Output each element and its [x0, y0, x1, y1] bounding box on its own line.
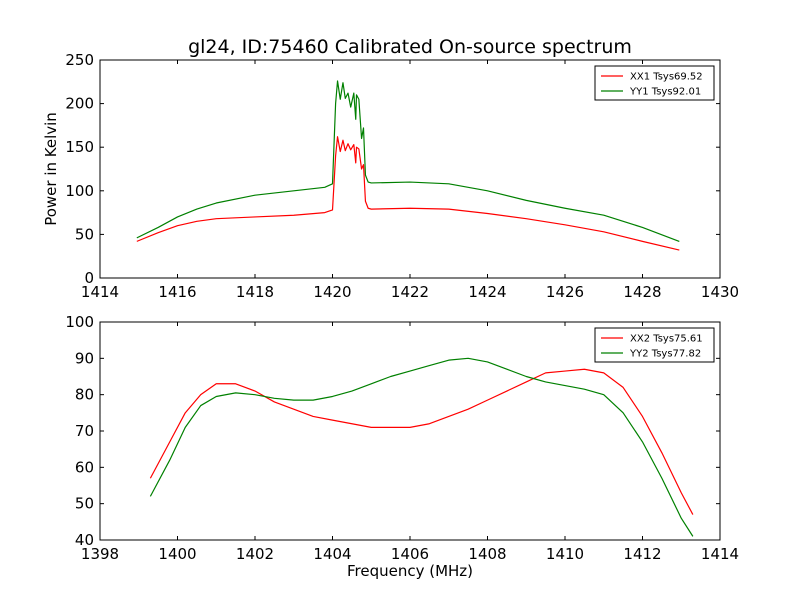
- y-tick-label: 250: [65, 51, 94, 69]
- legend-box: [594, 327, 715, 363]
- x-tick-label: 1398: [81, 545, 119, 563]
- x-tick-label: 1412: [623, 545, 661, 563]
- y-tick-label: 60: [75, 458, 94, 476]
- y-tick-label: 80: [75, 386, 94, 404]
- bottom-panel: 1398 1400 1402 1404 1406 1408 1410 1412 1414 40 50…: [65, 313, 739, 580]
- y-tick-label: 200: [65, 95, 94, 113]
- x-tick-label: 1422: [391, 283, 429, 301]
- y-tick-label: 90: [75, 349, 94, 367]
- x-tick-label: 1410: [546, 545, 584, 563]
- x-tick-label: 1408: [468, 545, 506, 563]
- y-tick-label: 70: [75, 422, 94, 440]
- series-line-yy: [136, 80, 680, 242]
- x-tick-label: 1428: [623, 283, 661, 301]
- y-tick-label: 50: [75, 495, 94, 513]
- y-tick-label: 40: [75, 531, 94, 549]
- legend-entry: XX2 Tsys75.61: [630, 334, 703, 345]
- chart-title: gl24, ID:75460 Calibrated On-source spec…: [188, 36, 632, 58]
- x-tick-label: 1430: [701, 283, 739, 301]
- x-tick-label: 1402: [236, 545, 274, 563]
- x-tick-label: 1418: [236, 283, 274, 301]
- x-tick-label: 1424: [468, 283, 506, 301]
- y-tick-label: 100: [65, 313, 94, 331]
- x-tick-label: 1404: [313, 545, 351, 563]
- legend-entry: XX1 Tsys69.52: [630, 72, 703, 83]
- x-tick-label: 1426: [546, 283, 584, 301]
- x-axis-label: Frequency (MHz): [347, 562, 473, 580]
- y-tick-label: 0: [84, 269, 94, 287]
- x-tick-label: 1400: [158, 545, 196, 563]
- y-tick-label: 150: [65, 138, 94, 156]
- series-line-yy: [149, 357, 694, 537]
- legend-entry: YY2 Tsys77.82: [629, 349, 701, 360]
- x-tick-label: 1414: [701, 545, 739, 563]
- y-axis-label: Power in Kelvin: [42, 112, 60, 226]
- legend-entry: YY1 Tsys92.01: [629, 87, 701, 98]
- x-tick-label: 1414: [81, 283, 119, 301]
- y-tick-label: 100: [65, 182, 94, 200]
- top-panel: 1414 1416 1418 1420 1422 1424 1426 1428 1430 0 50 1…: [42, 51, 739, 301]
- y-tick-label: 50: [75, 225, 94, 243]
- x-tick-label: 1406: [391, 545, 429, 563]
- x-tick-label: 1416: [158, 283, 196, 301]
- legend-box: [594, 65, 715, 101]
- series-line-xx: [136, 136, 680, 251]
- series-line-xx: [149, 368, 694, 515]
- x-tick-label: 1420: [313, 283, 351, 301]
